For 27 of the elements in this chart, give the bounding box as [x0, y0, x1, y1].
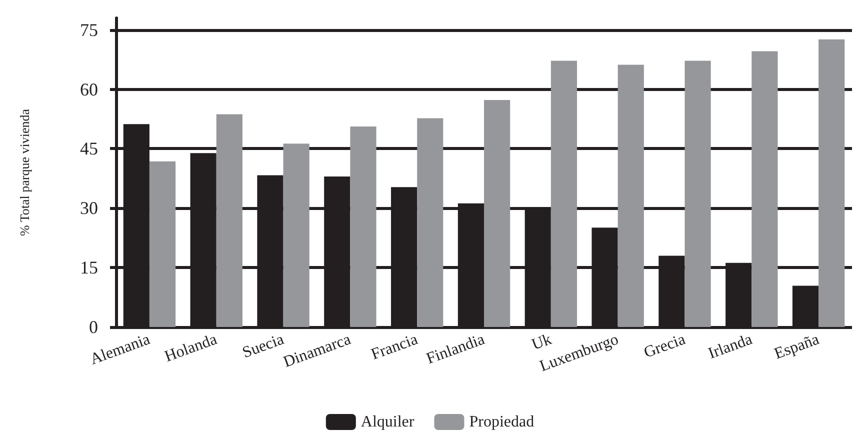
bar — [818, 39, 845, 327]
x-tick-label: Irlanda — [706, 331, 755, 362]
x-tick-label: Finlandia — [424, 331, 487, 368]
y-tick-label: 30 — [80, 198, 98, 218]
x-tick-label: Grecia — [642, 331, 688, 362]
x-tick-label: España — [772, 331, 822, 363]
bar — [684, 60, 711, 327]
y-tick-label: 45 — [80, 138, 98, 159]
legend-label: Alquiler — [360, 414, 415, 430]
y-tick-label: 60 — [80, 79, 98, 100]
bar — [283, 144, 310, 327]
bar — [350, 126, 376, 327]
y-tick-label: 0 — [89, 317, 98, 337]
bar — [550, 60, 578, 327]
y-tick-label: 15 — [80, 258, 98, 278]
bar — [752, 51, 778, 327]
bar — [216, 114, 242, 327]
bar — [484, 100, 510, 327]
bar — [618, 64, 644, 327]
x-tick-label: Holanda — [162, 331, 220, 366]
y-axis-title: % Total parque vivienda — [17, 108, 32, 236]
y-tick-label: 75 — [80, 20, 98, 40]
bar — [149, 161, 176, 327]
bar — [792, 286, 819, 327]
bar — [417, 118, 444, 327]
legend-label: Propiedad — [469, 414, 534, 430]
x-tick-label: Francia — [369, 331, 420, 364]
